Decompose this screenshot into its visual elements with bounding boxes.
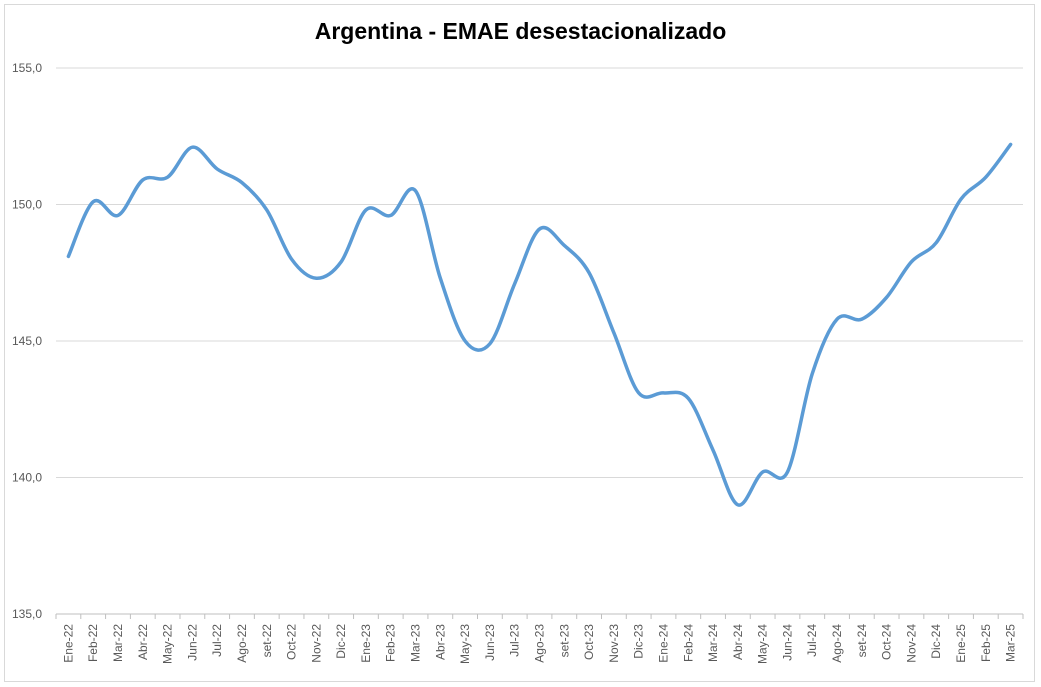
x-axis: Ene-22 Feb-22 Mar-22 Abr-22 May-22 Jun-22 Jul-… [55, 613, 1024, 664]
x-tick-label: Dic-24 [929, 624, 943, 659]
data-point [612, 331, 616, 335]
x-tick-label: Feb-22 [86, 624, 100, 662]
x-tick-label: Abr-23 [433, 624, 447, 660]
gridlines [56, 67, 1023, 615]
x-tick-label: Feb-24 [681, 624, 695, 662]
x-tick-label: Mar-25 [1004, 624, 1018, 662]
data-point [885, 295, 889, 299]
data-point [116, 213, 120, 217]
x-tick-label: Mar-22 [111, 624, 125, 662]
x-tick-label: Oct-24 [880, 624, 894, 660]
data-point [835, 317, 839, 321]
x-tick-label: Nov-24 [904, 624, 918, 663]
x-tick-label: Jun-22 [185, 624, 199, 661]
data-point [538, 227, 542, 231]
x-tick-label: Ene-24 [656, 624, 670, 663]
x-tick-label: Nov-22 [309, 624, 323, 663]
x-tick-label: set-24 [855, 624, 869, 658]
x-tick-label: set-22 [260, 624, 274, 658]
x-tick-label: Feb-25 [979, 624, 993, 662]
data-point [488, 342, 492, 346]
data-point [562, 243, 566, 247]
x-tick-label: Jul-22 [210, 624, 224, 657]
x-tick-label: Abr-22 [136, 624, 150, 660]
x-tick-label: Jun-24 [780, 624, 794, 661]
x-tick-label: Ago-24 [830, 624, 844, 663]
data-point [860, 317, 864, 321]
x-tick-label: May-24 [756, 624, 770, 664]
data-point [736, 503, 740, 507]
data-point [141, 178, 145, 182]
x-tick-label: Abr-24 [731, 624, 745, 660]
data-point [339, 260, 343, 264]
series-layer [66, 142, 1013, 507]
y-tick-label: 155,0 [12, 61, 42, 75]
data-point [909, 260, 913, 264]
data-point [166, 175, 170, 179]
x-tick-label: Dic-23 [632, 624, 646, 659]
data-point [959, 197, 963, 201]
data-point [513, 282, 517, 286]
data-point [686, 396, 690, 400]
y-tick-label: 135,0 [12, 607, 42, 621]
data-point [364, 208, 368, 212]
data-point [637, 391, 641, 395]
y-axis: 135,0 140,0 145,0 150,0 155,0 [12, 61, 42, 621]
x-tick-label: Mar-24 [706, 624, 720, 662]
data-point [290, 257, 294, 261]
x-tick-label: Ene-22 [61, 624, 75, 663]
data-point [240, 181, 244, 185]
x-tick-label: Nov-23 [607, 624, 621, 663]
data-point [661, 391, 665, 395]
data-point [265, 208, 269, 212]
x-tick-label: May-22 [161, 624, 175, 664]
x-tick-label: Ene-23 [359, 624, 373, 663]
y-tick-label: 140,0 [12, 471, 42, 485]
x-tick-label: Ene-25 [954, 624, 968, 663]
data-point [91, 200, 95, 204]
data-point [785, 470, 789, 474]
data-point [66, 254, 70, 258]
data-point [1009, 142, 1013, 146]
x-tick-label: May-23 [458, 624, 472, 664]
data-point [761, 470, 765, 474]
x-tick-label: set-23 [557, 624, 571, 658]
x-tick-label: Dic-22 [334, 624, 348, 659]
data-point [438, 276, 442, 280]
data-point [215, 167, 219, 171]
chart-title: Argentina - EMAE desestacionalizado [314, 18, 727, 44]
data-point [414, 189, 418, 193]
y-tick-label: 150,0 [12, 198, 42, 212]
x-tick-label: Jun-23 [483, 624, 497, 661]
data-point [190, 145, 194, 149]
data-point [587, 271, 591, 275]
data-point [463, 339, 467, 343]
x-tick-label: Feb-23 [384, 624, 398, 662]
series-line [66, 142, 1013, 507]
data-point [934, 241, 938, 245]
x-tick-label: Oct-23 [582, 624, 596, 660]
x-tick-label: Jul-24 [805, 624, 819, 657]
x-tick-label: Mar-23 [409, 624, 423, 662]
data-point [314, 276, 318, 280]
data-point [984, 175, 988, 179]
x-tick-label: Ago-23 [533, 624, 547, 663]
chart-frame [4, 4, 1035, 682]
x-tick-label: Jul-23 [508, 624, 522, 657]
x-tick-label: Oct-22 [285, 624, 299, 660]
x-tick-label: Ago-22 [235, 624, 249, 663]
data-point [711, 448, 715, 452]
data-point [810, 372, 814, 376]
y-tick-label: 145,0 [12, 334, 42, 348]
data-point [389, 213, 393, 217]
